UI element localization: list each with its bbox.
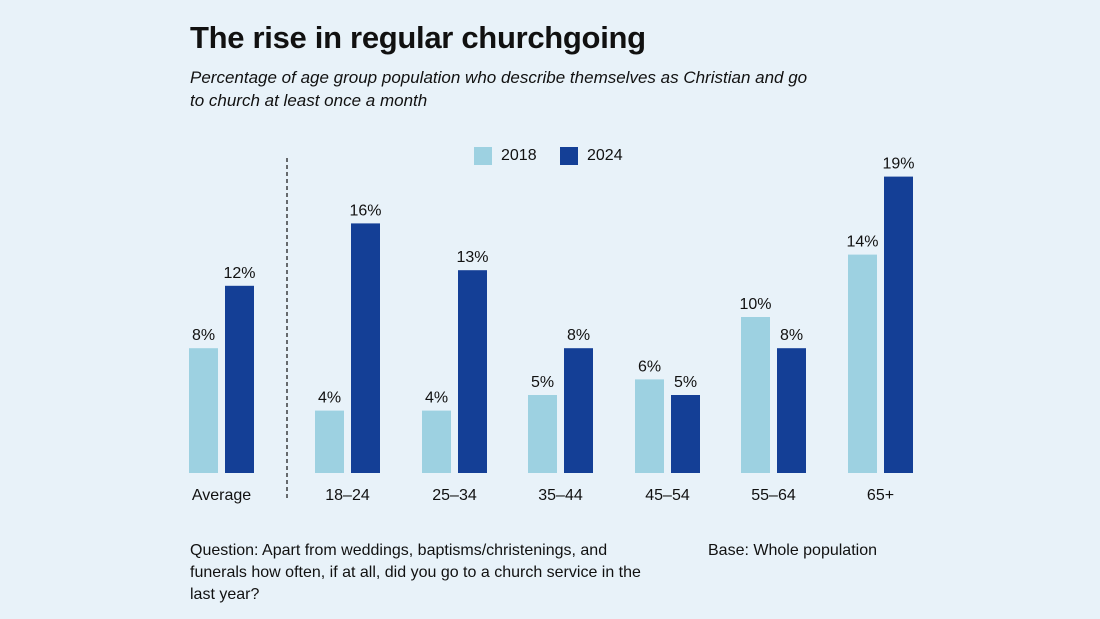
bar-2018-2	[422, 410, 451, 473]
category-label-3: 35–44	[538, 487, 583, 504]
legend-label-2024: 2024	[587, 147, 623, 164]
category-label-4: 45–54	[645, 487, 690, 504]
data-label-2018-4: 6%	[638, 358, 661, 375]
category-label-1: 18–24	[325, 487, 370, 504]
legend-swatch-2024	[560, 147, 578, 165]
data-label-2018-1: 4%	[318, 390, 341, 407]
bar-2024-4	[671, 395, 700, 473]
data-label-2024-3: 8%	[567, 327, 590, 344]
bar-2018-3	[528, 395, 557, 473]
chart-title: The rise in regular churchgoing	[190, 20, 646, 55]
data-label-2024-2: 13%	[456, 249, 488, 266]
legend-label-2018: 2018	[501, 147, 537, 164]
bar-2024-1	[351, 223, 380, 473]
data-label-2018-0: 8%	[192, 327, 215, 344]
data-label-2024-0: 12%	[223, 265, 255, 282]
bar-2024-3	[564, 348, 593, 473]
category-label-6: 65+	[867, 487, 894, 504]
category-label-5: 55–64	[751, 487, 796, 504]
data-label-2024-6: 19%	[882, 156, 914, 173]
category-label-2: 25–34	[432, 487, 477, 504]
bar-2018-4	[635, 379, 664, 473]
data-label-2024-5: 8%	[780, 327, 803, 344]
bar-2024-5	[777, 348, 806, 473]
bar-2018-6	[848, 254, 877, 473]
bar-2024-6	[884, 176, 913, 473]
legend-item-2024: 2024	[560, 146, 623, 166]
bar-2024-2	[458, 270, 487, 473]
data-label-2018-6: 14%	[846, 234, 878, 251]
legend-swatch-2018	[474, 147, 492, 165]
question-footnote: Question: Apart from weddings, baptisms/…	[190, 542, 641, 603]
chart-subtitle: Percentage of age group population who d…	[190, 68, 808, 110]
data-label-2018-2: 4%	[425, 390, 448, 407]
bar-2018-0	[189, 348, 218, 473]
base-note: Base: Whole population	[708, 542, 877, 559]
data-label-2024-1: 16%	[349, 202, 381, 219]
legend-item-2018: 2018	[474, 146, 537, 166]
data-label-2018-5: 10%	[739, 296, 771, 313]
category-label-0: Average	[192, 487, 251, 504]
bar-2018-1	[315, 410, 344, 473]
data-label-2018-3: 5%	[531, 374, 554, 391]
bar-2018-5	[741, 317, 770, 473]
data-label-2024-4: 5%	[674, 374, 697, 391]
bar-2024-0	[225, 285, 254, 473]
